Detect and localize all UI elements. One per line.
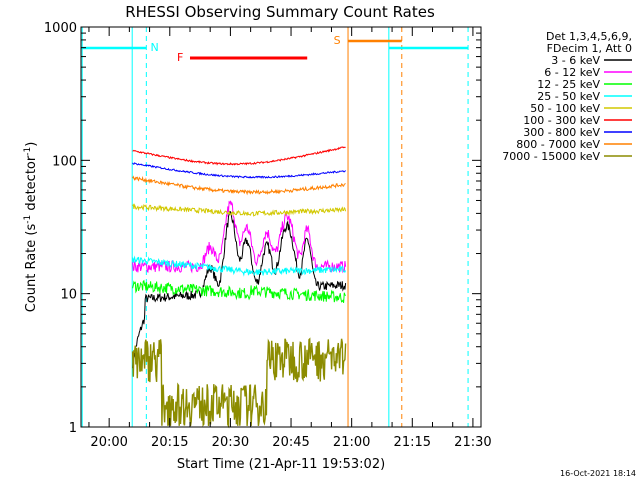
flare-marker-label: F [177, 51, 183, 64]
x-tick-label: 21:00 [333, 435, 370, 450]
saa-marker-label: S [334, 34, 341, 47]
footer-timestamp: 16-Oct-2021 18:14 [560, 469, 636, 478]
plot-frame [80, 26, 482, 428]
x-tick-label: 20:45 [272, 435, 309, 450]
y-tick-label: 100 [52, 154, 77, 169]
legend-label-7: 300 - 800 keV [523, 126, 600, 139]
legend-header-detectors: Det 1,3,4,5,6,9, [546, 30, 632, 43]
series-line-1 [132, 211, 347, 369]
y-axis: 1 10 100 1000 [44, 21, 481, 436]
series-traces [131, 146, 347, 429]
series-line-7 [132, 162, 346, 179]
legend-label-8: 800 - 7000 keV [516, 138, 600, 151]
x-tick-label: 20:30 [212, 435, 249, 450]
x-tick-label: 20:15 [151, 435, 188, 450]
series-line-2 [132, 200, 347, 274]
legend-label-5: 50 - 100 keV [530, 102, 600, 115]
legend-label-1: 3 - 6 keV [551, 54, 600, 67]
legend-label-6: 100 - 300 keV [523, 114, 600, 127]
series-line-8 [132, 175, 346, 196]
series-line-4 [132, 255, 347, 277]
chart-title: RHESSI Observing Summary Count Rates [125, 3, 435, 21]
legend-label-4: 25 - 50 keV [537, 90, 600, 103]
y-axis-label: Count Rate (s-1 detector-1) [23, 142, 39, 313]
x-axis: 20:00 20:15 20:30 20:45 21:00 21:15 21:30 [88, 27, 492, 450]
x-axis-label: Start Time (21-Apr-11 19:53:02) [177, 457, 385, 472]
legend-label-9: 7000 - 15000 keV [502, 150, 600, 163]
observing-bands: N F S [81, 27, 469, 427]
series-line-3 [132, 279, 346, 303]
y-tick-label: 1 [69, 421, 77, 436]
legend-header-attenuator: FDecim 1, Att 0 [547, 42, 632, 55]
x-tick-label: 20:00 [90, 435, 127, 450]
x-tick-label: 21:30 [454, 435, 491, 450]
y-tick-label: 10 [60, 288, 77, 303]
legend-label-3: 12 - 25 keV [537, 78, 600, 91]
series-line-6 [132, 146, 346, 166]
legend-label-2: 6 - 12 keV [544, 66, 600, 79]
series-line-9 [131, 337, 347, 429]
y-tick-label: 1000 [44, 21, 77, 36]
series-line-5 [132, 203, 347, 217]
x-tick-label: 21:15 [394, 435, 431, 450]
legend: Det 1,3,4,5,6,9, FDecim 1, Att 0 3 - 6 k… [502, 30, 632, 163]
night-marker-label: N [151, 41, 159, 54]
